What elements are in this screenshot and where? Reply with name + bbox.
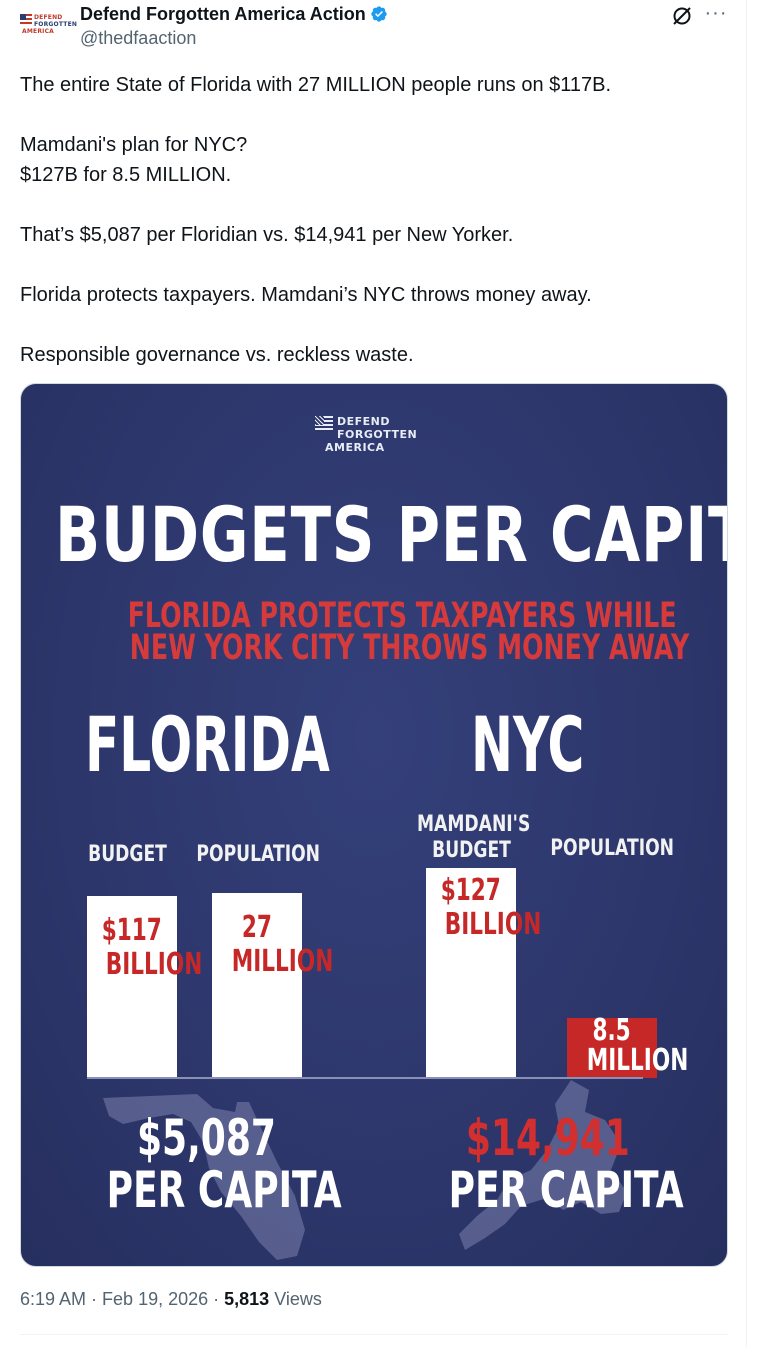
bar-value-text: MILLION	[231, 944, 334, 979]
flag-icon	[315, 416, 333, 432]
graphic-logo-line: FORGOTTEN	[337, 428, 418, 441]
tweet-text: The entire State of Florida with 27 MILL…	[20, 70, 730, 370]
per-capita-value: $5,087	[136, 1109, 276, 1167]
florida-population-label: POPULATION	[179, 842, 321, 868]
bar-value-text: $127	[440, 873, 502, 908]
bar-value-text: 8.5	[592, 1013, 632, 1048]
graphic-logo-line: DEFEND	[337, 415, 391, 428]
chart-baseline	[87, 1077, 643, 1079]
label-text: BUDGET	[88, 842, 167, 867]
author-avatar[interactable]: DEFEND FORGOTTEN AMERICA	[20, 12, 77, 40]
author-display-name[interactable]: Defend Forgotten America Action	[80, 4, 388, 25]
graphic-logo-line: AMERICA	[325, 441, 385, 454]
tweet-image[interactable]: DEFEND FORGOTTEN AMERICA BUDGETS PER CAP…	[20, 383, 728, 1267]
tweet-line: Mamdani's plan for NYC?	[20, 134, 248, 156]
florida-budget-bar: $117 BILLION	[87, 896, 202, 1078]
tweet-header: DEFEND FORGOTTEN AMERICA Defend Forgotte…	[20, 2, 740, 52]
more-options-icon[interactable]: ···	[704, 2, 728, 24]
label-text: POPULATION	[196, 842, 321, 867]
views-label: Views	[269, 1289, 322, 1309]
bar-value: $117 BILLION	[87, 913, 202, 982]
tweet-line: $127B for 8.5 MILLION.	[20, 164, 232, 186]
nyc-budget-label: MAMDANI'S BUDGET	[401, 812, 541, 864]
tweet-line: Florida protects taxpayers. Mamdani’s NY…	[20, 284, 592, 306]
separator: ·	[208, 1289, 225, 1309]
nyc-budget-bar: $127 BILLION	[426, 868, 541, 1078]
verified-badge-icon[interactable]	[370, 5, 388, 23]
bar-value: 8.5 MILLION	[567, 1013, 689, 1076]
florida-per-capita: $5,087 PER CAPITA	[61, 1112, 351, 1216]
author-handle[interactable]: @thedfaaction	[80, 28, 197, 48]
avatar-logo-line: DEFEND	[34, 14, 63, 21]
graphic-title: BUDGETS PER CAPITA	[55, 490, 728, 579]
flag-icon	[20, 14, 32, 24]
graphic-subtitle-line-1: FLORIDA PROTECTS TAXPAYERS WHILE	[21, 596, 727, 636]
grok-icon[interactable]	[670, 4, 694, 28]
florida-budget-label: BUDGET	[77, 842, 177, 868]
bar-value-text: BILLION	[444, 907, 542, 942]
tweet-timestamp: 6:19 AM · Feb 19, 2026 · 5,813 Views	[20, 1289, 322, 1310]
avatar-logo-line: AMERICA	[22, 28, 55, 35]
bar-value-text: MILLION	[586, 1043, 689, 1078]
graphic-subtitle-line-2: NEW YORK CITY THROWS MONEY AWAY	[21, 628, 727, 668]
subtitle-text: FLORIDA PROTECTS TAXPAYERS WHILE	[127, 596, 677, 636]
nyc-map-icon	[459, 1080, 627, 1250]
per-capita-label: PER CAPITA	[448, 1161, 684, 1219]
tweet-spacer	[20, 100, 730, 130]
avatar-logo-line: FORGOTTEN	[34, 21, 78, 28]
bar-value: 27 MILLION	[212, 910, 334, 979]
tweet-line: Responsible governance vs. reckless wast…	[20, 344, 414, 366]
tweet-time[interactable]: 6:19 AM	[20, 1289, 87, 1309]
florida-population-bar: 27 MILLION	[212, 893, 334, 1078]
per-capita-value: $14,941	[466, 1109, 630, 1167]
timeline-border	[746, 0, 747, 1347]
author-name-text[interactable]: Defend Forgotten America Action	[80, 4, 366, 24]
divider	[20, 1334, 728, 1335]
tweet-spacer	[20, 310, 730, 340]
tweet-spacer	[20, 250, 730, 280]
tweet-line: The entire State of Florida with 27 MILL…	[20, 74, 612, 96]
separator: ·	[86, 1289, 103, 1309]
florida-map-icon	[103, 1094, 305, 1260]
nyc-population-bar: 8.5 MILLION	[567, 1013, 689, 1078]
tweet-line: That’s $5,087 per Floridian vs. $14,941 …	[20, 224, 514, 246]
nyc-heading: NYC	[471, 700, 585, 789]
views-count: 5,813	[224, 1289, 270, 1309]
bar-value-text: $117	[101, 913, 163, 948]
per-capita-label: PER CAPITA	[106, 1161, 342, 1219]
nyc-population-label: POPULATION	[533, 836, 675, 862]
label-text: MAMDANI'S	[416, 812, 531, 837]
label-text: POPULATION	[550, 836, 675, 861]
florida-heading: FLORIDA	[85, 700, 330, 789]
nyc-per-capita: $14,941 PER CAPITA	[403, 1112, 693, 1216]
label-text: BUDGET	[431, 838, 511, 863]
bar-value-text: 27	[241, 910, 273, 945]
subtitle-text: NEW YORK CITY THROWS MONEY AWAY	[129, 628, 690, 668]
tweet-spacer	[20, 190, 730, 220]
tweet-date[interactable]: Feb 19, 2026	[102, 1289, 209, 1309]
graphic-logo: DEFEND FORGOTTEN AMERICA	[315, 414, 418, 458]
bar-value: $127 BILLION	[426, 873, 541, 942]
bar-value-text: BILLION	[105, 947, 203, 982]
